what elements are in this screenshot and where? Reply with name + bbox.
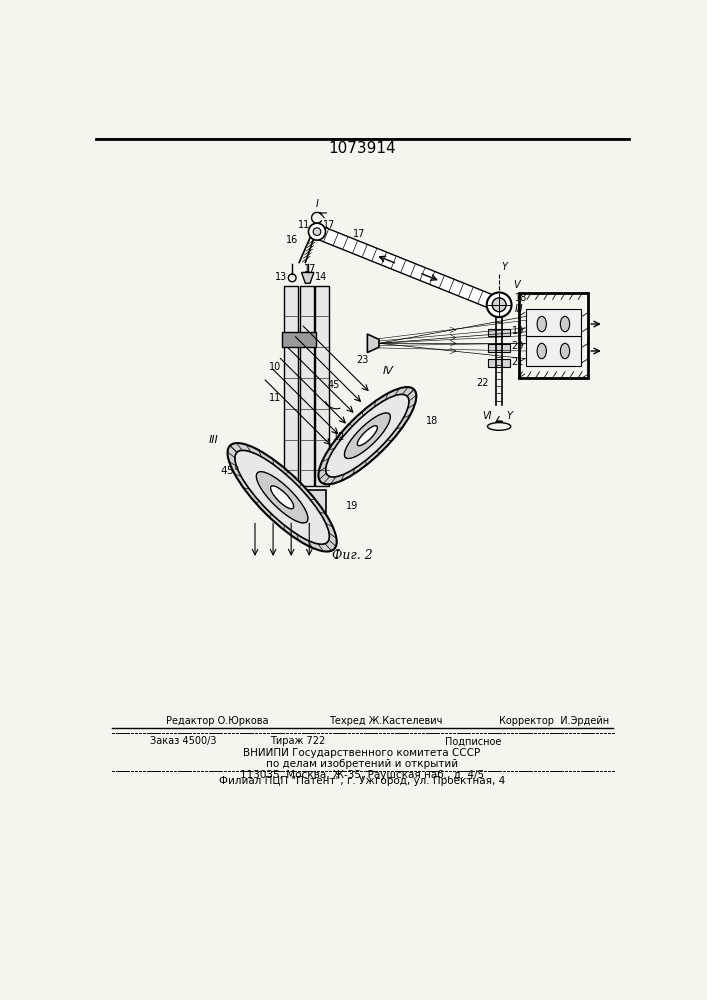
Ellipse shape	[257, 472, 308, 523]
Text: 12: 12	[332, 432, 345, 442]
Polygon shape	[301, 272, 314, 283]
Text: 18: 18	[515, 293, 527, 303]
Text: 16: 16	[286, 235, 298, 245]
Text: 113035, Москва, Ж-35, Раушская наб., д. 4/5: 113035, Москва, Ж-35, Раушская наб., д. …	[240, 770, 484, 780]
Text: 13: 13	[275, 272, 288, 282]
Bar	[489, 359, 510, 367]
Text: Редактор О.Юркова: Редактор О.Юркова	[166, 716, 269, 726]
Ellipse shape	[344, 413, 390, 459]
Text: 18: 18	[426, 416, 438, 426]
Text: 17: 17	[304, 264, 316, 274]
Text: 17: 17	[323, 220, 336, 230]
Bar	[300, 286, 314, 486]
Bar	[518, 293, 588, 378]
Polygon shape	[315, 225, 502, 311]
Text: Y: Y	[501, 262, 508, 272]
Bar	[526, 336, 580, 366]
Ellipse shape	[235, 450, 329, 544]
Text: 19: 19	[346, 501, 358, 511]
Text: I: I	[315, 199, 318, 209]
Text: Филиал ПЦП "Патент", г. Ужгород, ул. Проектная, 4: Филиал ПЦП "Патент", г. Ужгород, ул. Про…	[219, 776, 505, 786]
Ellipse shape	[326, 394, 409, 477]
Text: Подписное: Подписное	[445, 736, 501, 746]
Ellipse shape	[357, 426, 378, 446]
Bar	[489, 329, 510, 336]
Circle shape	[492, 298, 506, 312]
Ellipse shape	[537, 316, 547, 332]
Ellipse shape	[537, 343, 547, 359]
Ellipse shape	[561, 343, 570, 359]
Polygon shape	[368, 334, 379, 353]
Text: 21: 21	[512, 357, 524, 367]
Text: 1073914: 1073914	[328, 141, 396, 156]
Text: по делам изобретений и открытий: по делам изобретений и открытий	[266, 759, 458, 769]
Text: VI: VI	[482, 411, 491, 421]
Text: 19: 19	[512, 326, 524, 336]
Ellipse shape	[561, 316, 570, 332]
Text: ВНИИПИ Государственного комитета СССР: ВНИИПИ Государственного комитета СССР	[243, 748, 481, 758]
Text: V: V	[513, 280, 520, 290]
Text: 11: 11	[269, 393, 281, 403]
Ellipse shape	[228, 443, 337, 552]
Text: Тираж 722: Тираж 722	[270, 736, 325, 746]
Circle shape	[313, 228, 321, 235]
Text: 14: 14	[315, 272, 328, 282]
Text: $45°$: $45°$	[220, 464, 240, 476]
Text: 22: 22	[476, 378, 489, 388]
Text: Техред Ж.Кастелевич: Техред Ж.Кастелевич	[329, 716, 442, 726]
Ellipse shape	[318, 387, 416, 484]
Bar	[315, 286, 329, 486]
Bar	[282, 332, 316, 347]
Bar	[526, 309, 580, 339]
Text: Корректор  И.Эрдейн: Корректор И.Эрдейн	[499, 716, 609, 726]
Bar	[283, 490, 327, 513]
Text: Заказ 4500/3: Заказ 4500/3	[151, 736, 217, 746]
Text: III: III	[515, 304, 523, 314]
Text: 20: 20	[512, 341, 524, 351]
Text: 11: 11	[298, 220, 310, 230]
Text: 23: 23	[356, 355, 368, 365]
Text: IV: IV	[383, 366, 394, 376]
Text: III: III	[209, 435, 218, 445]
Text: Y: Y	[507, 411, 513, 421]
Text: 17: 17	[354, 229, 366, 239]
Text: 45: 45	[327, 380, 339, 390]
Circle shape	[308, 223, 325, 240]
Ellipse shape	[271, 486, 293, 509]
Text: Фиг. 2: Фиг. 2	[332, 549, 373, 562]
Text: 10: 10	[269, 362, 281, 372]
Bar	[284, 286, 298, 486]
Bar	[489, 344, 510, 352]
Circle shape	[486, 292, 512, 317]
